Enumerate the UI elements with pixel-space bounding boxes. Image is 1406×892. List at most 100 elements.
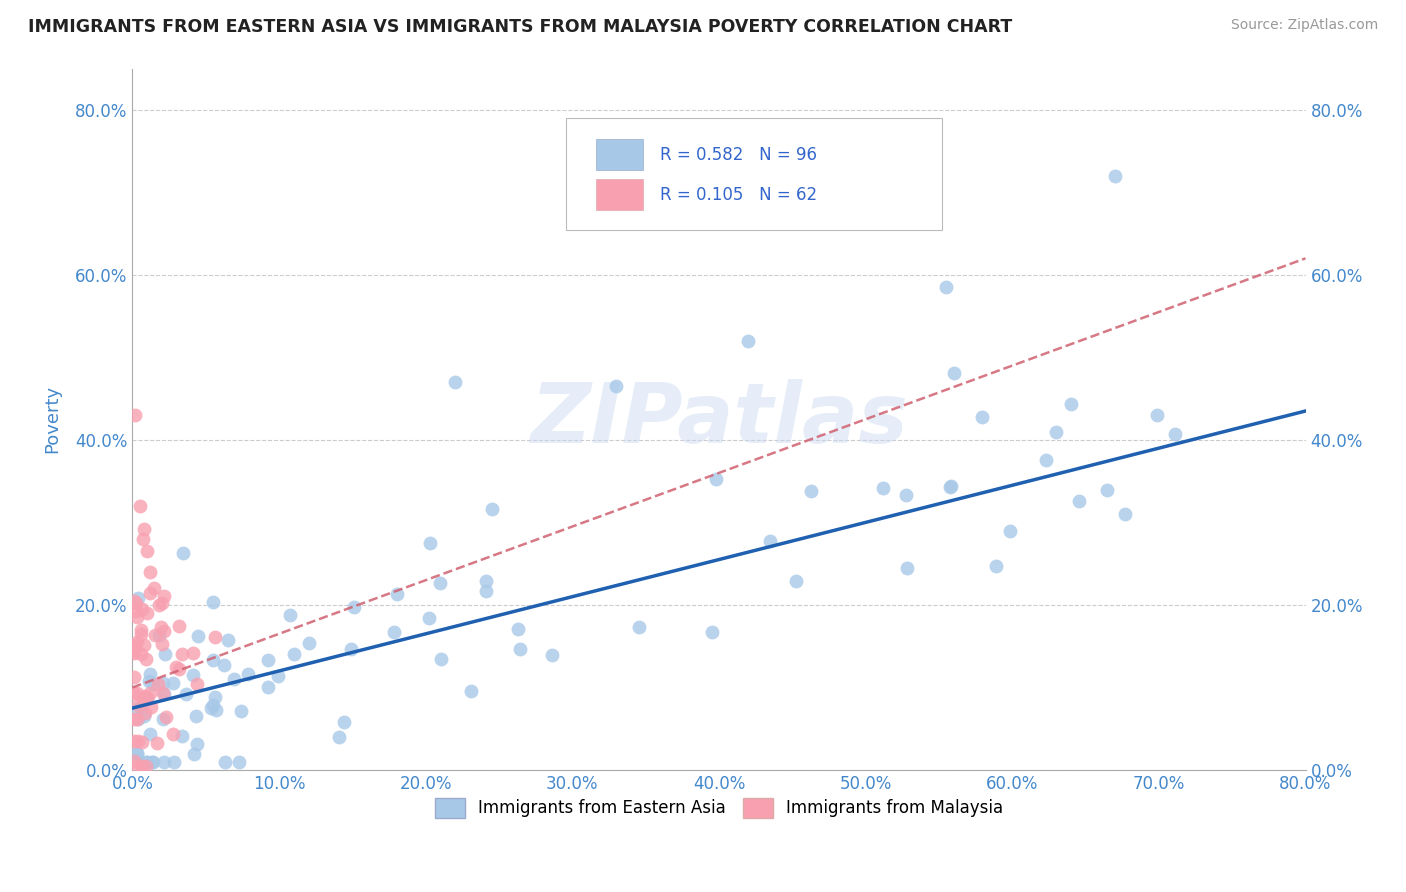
Point — [332, 715, 354, 730]
Point — [387, 586, 409, 600]
Point — [939, 479, 962, 493]
Point — [152, 676, 174, 690]
Point — [186, 677, 208, 691]
Point — [131, 735, 153, 749]
Point — [122, 755, 145, 769]
Point — [150, 636, 173, 650]
Point — [181, 646, 204, 660]
Point — [187, 629, 209, 643]
Point — [328, 730, 350, 744]
Point — [135, 652, 157, 666]
Point — [162, 676, 184, 690]
Point — [134, 522, 156, 536]
Point — [142, 677, 165, 691]
Point — [122, 645, 145, 659]
Point — [267, 668, 290, 682]
Point — [148, 598, 170, 612]
Point — [1095, 483, 1118, 498]
Point — [149, 620, 172, 634]
Point — [153, 687, 176, 701]
Point — [508, 622, 530, 636]
Point — [222, 672, 245, 686]
Point — [125, 747, 148, 761]
Point — [132, 709, 155, 723]
Point — [127, 698, 149, 712]
Point — [939, 479, 962, 493]
Point — [509, 642, 531, 657]
Point — [186, 737, 208, 751]
Point — [139, 667, 162, 681]
Point — [170, 647, 193, 661]
Text: IMMIGRANTS FROM EASTERN ASIA VS IMMIGRANTS FROM MALAYSIA POVERTY CORRELATION CHA: IMMIGRANTS FROM EASTERN ASIA VS IMMIGRAN… — [28, 18, 1012, 36]
Text: R = 0.105   N = 62: R = 0.105 N = 62 — [661, 186, 817, 203]
Point — [165, 659, 187, 673]
Point — [460, 684, 482, 698]
FancyBboxPatch shape — [567, 118, 942, 230]
Point — [474, 584, 496, 599]
Point — [134, 690, 156, 704]
Point — [278, 608, 301, 623]
Point — [1163, 426, 1185, 441]
Point — [896, 561, 918, 575]
Point — [150, 596, 173, 610]
Point — [148, 628, 170, 642]
Point — [136, 692, 159, 706]
Point — [153, 624, 176, 638]
Point — [256, 653, 278, 667]
Legend: Immigrants from Eastern Asia, Immigrants from Malaysia: Immigrants from Eastern Asia, Immigrants… — [429, 791, 1010, 825]
Point — [1067, 494, 1090, 508]
Point — [1060, 396, 1083, 410]
Point — [984, 558, 1007, 573]
Point — [758, 533, 780, 548]
Point — [229, 704, 252, 718]
Point — [122, 646, 145, 660]
Point — [429, 576, 451, 591]
Point — [201, 698, 224, 712]
Point — [184, 709, 207, 723]
Point — [122, 713, 145, 727]
Point — [283, 647, 305, 661]
Point — [125, 747, 148, 761]
Point — [444, 375, 467, 389]
Point — [127, 734, 149, 748]
Point — [139, 727, 162, 741]
Point — [972, 410, 994, 425]
Point — [935, 280, 957, 294]
Point — [540, 648, 562, 662]
Point — [143, 628, 166, 642]
Point — [135, 755, 157, 769]
Point — [1146, 408, 1168, 422]
Point — [256, 681, 278, 695]
Point — [228, 755, 250, 769]
Point — [214, 755, 236, 769]
Point — [135, 606, 157, 620]
Point — [429, 652, 451, 666]
Point — [125, 596, 148, 610]
Point — [167, 619, 190, 633]
Point — [1035, 453, 1057, 467]
Point — [605, 379, 627, 393]
Point — [136, 544, 159, 558]
Point — [139, 585, 162, 599]
Point — [145, 736, 167, 750]
Point — [127, 591, 149, 605]
Point — [131, 601, 153, 615]
Point — [122, 733, 145, 747]
Point — [163, 755, 186, 769]
Point — [894, 488, 917, 502]
Point — [183, 747, 205, 761]
Text: R = 0.582   N = 96: R = 0.582 N = 96 — [661, 145, 817, 164]
Point — [122, 594, 145, 608]
Point — [138, 673, 160, 688]
Point — [340, 641, 363, 656]
Point — [122, 670, 145, 684]
Text: ZIPatlas: ZIPatlas — [530, 379, 908, 459]
Point — [872, 481, 894, 495]
Point — [1045, 425, 1067, 439]
Point — [135, 690, 157, 705]
Point — [128, 499, 150, 513]
Point — [152, 712, 174, 726]
Point — [129, 647, 152, 661]
Point — [141, 755, 163, 769]
Point — [134, 706, 156, 720]
